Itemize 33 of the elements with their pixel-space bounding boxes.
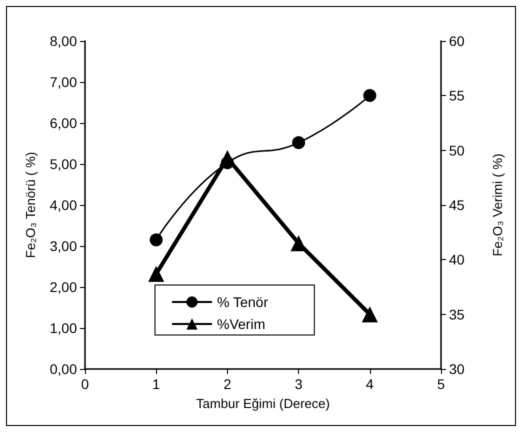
y-tick-label: 0,00 [50,361,78,377]
x-tick-label: 3 [294,376,303,392]
y2-tick-label: 55 [449,88,465,104]
x-axis-title: Tambur Eğimi (Derece) [196,396,330,411]
y2-tick-label: 30 [449,361,465,377]
y-tick-label: 2,00 [50,279,78,295]
legend-label: % Tenör [217,294,268,310]
x-tick-label: 2 [224,376,232,392]
x-tick-label: 1 [152,376,160,392]
y-tick-label: 3,00 [50,238,78,254]
y2-tick-label: 60 [449,33,465,49]
y-tick-label: 1,00 [50,320,78,336]
point [148,266,164,282]
point [219,150,236,166]
y-tick-label: 4,00 [50,197,78,213]
y-tick-label: 8,00 [50,33,78,49]
y2-tick-label: 35 [449,306,465,322]
x-tick-label: 0 [81,376,90,392]
point [150,233,163,246]
x-tick-label: 4 [366,376,374,392]
y2-axis-title: Fe₂O₃ Verimi ( %) [490,154,505,256]
y2-tick-label: 50 [449,142,465,158]
point [363,89,376,102]
point [362,306,378,322]
legend-label: %Verim [217,316,266,332]
point [292,136,306,150]
y2-tick-label: 45 [449,197,465,213]
y-tick-label: 5,00 [50,156,78,172]
y-tick-label: 7,00 [50,74,78,90]
y2-tick-label: 40 [449,252,465,268]
x-tick-label: 5 [437,376,446,392]
y-axis-title: Fe₂O₃ Tenörü ( %) [23,152,38,258]
y-tick-label: 6,00 [50,115,78,131]
